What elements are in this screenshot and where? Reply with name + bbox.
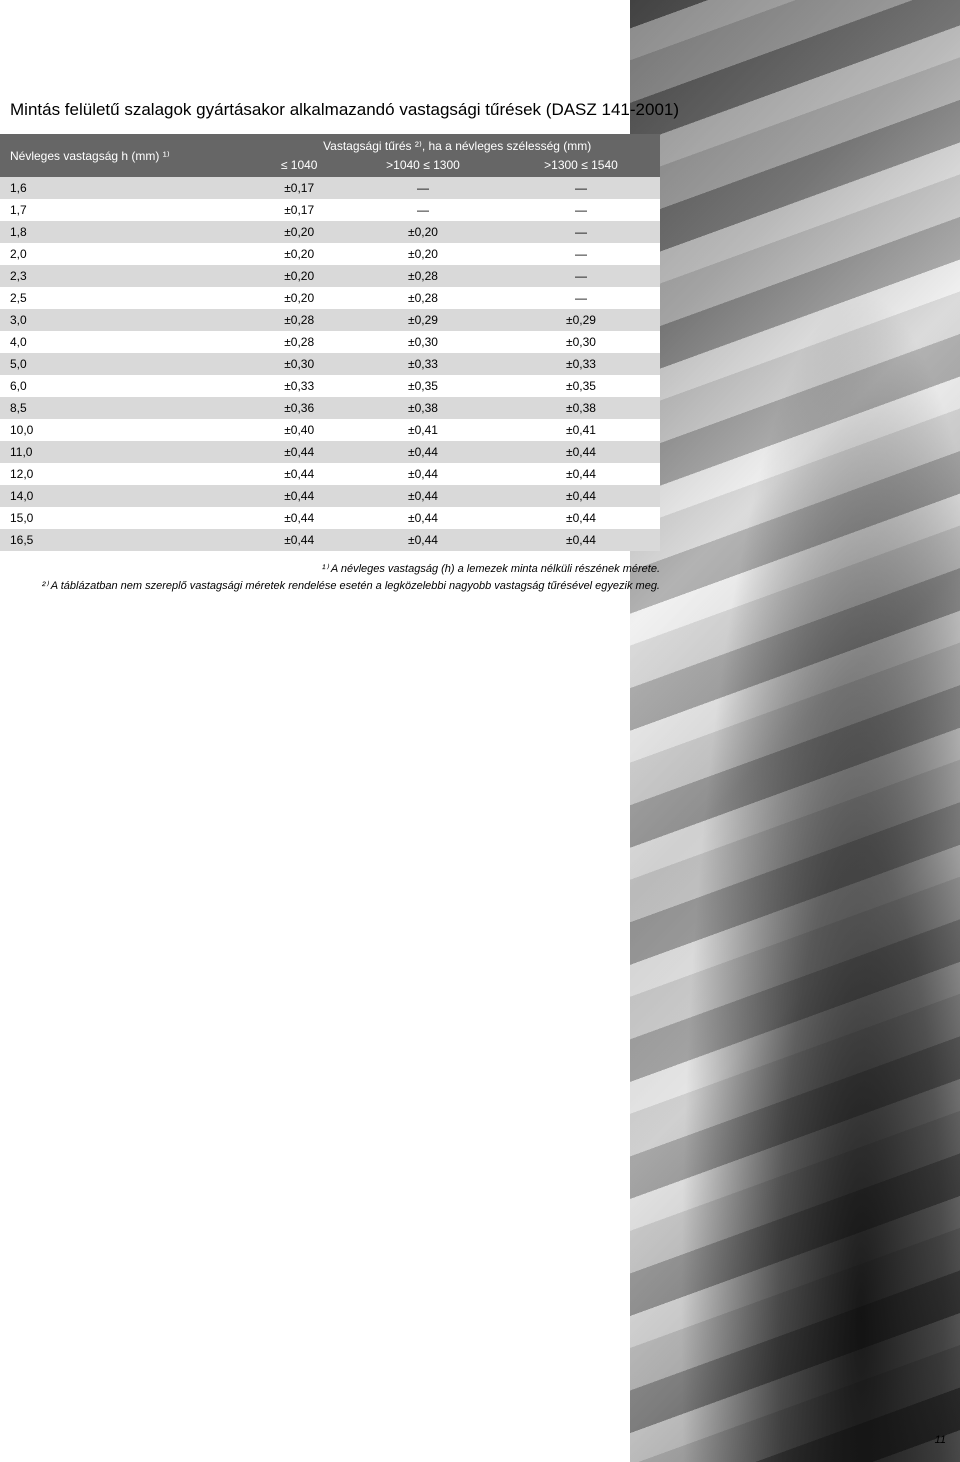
table-cell: 8,5 (0, 397, 254, 419)
page-content: Mintás felületű szalagok gyártásakor alk… (0, 0, 680, 594)
table-cell: ±0,17 (254, 177, 344, 199)
header-col-thickness: Névleges vastagság h (mm) ¹⁾ (0, 134, 254, 177)
table-row: 2,3±0,20±0,28— (0, 265, 660, 287)
header-sub-1040: ≤ 1040 (254, 158, 344, 177)
table-body: 1,6±0,17——1,7±0,17——1,8±0,20±0,20—2,0±0,… (0, 177, 660, 551)
table-cell: 14,0 (0, 485, 254, 507)
table-cell: ±0,33 (502, 353, 660, 375)
table-cell: ±0,20 (254, 265, 344, 287)
table-cell: ±0,20 (254, 243, 344, 265)
table-cell: ±0,29 (344, 309, 502, 331)
table-row: 11,0±0,44±0,44±0,44 (0, 441, 660, 463)
table-cell: ±0,44 (502, 529, 660, 551)
table-cell: — (502, 243, 660, 265)
table-cell: ±0,38 (502, 397, 660, 419)
table-row: 1,8±0,20±0,20— (0, 221, 660, 243)
table-row: 2,0±0,20±0,20— (0, 243, 660, 265)
footnote-2: ²⁾ A táblázatban nem szereplő vastagsági… (10, 578, 660, 595)
table-row: 15,0±0,44±0,44±0,44 (0, 507, 660, 529)
table-cell: ±0,28 (344, 265, 502, 287)
table-row: 3,0±0,28±0,29±0,29 (0, 309, 660, 331)
table-cell: — (502, 287, 660, 309)
table-row: 8,5±0,36±0,38±0,38 (0, 397, 660, 419)
table-cell: ±0,28 (254, 331, 344, 353)
table-cell: 15,0 (0, 507, 254, 529)
table-cell: ±0,30 (502, 331, 660, 353)
table-cell: — (502, 265, 660, 287)
table-cell: 3,0 (0, 309, 254, 331)
table-cell: ±0,44 (502, 507, 660, 529)
table-header: Névleges vastagság h (mm) ¹⁾ Vastagsági … (0, 134, 660, 177)
table-cell: — (344, 199, 502, 221)
table-title: Mintás felületű szalagok gyártásakor alk… (10, 100, 680, 120)
table-cell: ±0,35 (344, 375, 502, 397)
table-row: 4,0±0,28±0,30±0,30 (0, 331, 660, 353)
footnotes: ¹⁾ A névleges vastagság (h) a lemezek mi… (10, 561, 660, 594)
table-cell: 4,0 (0, 331, 254, 353)
table-cell: ±0,44 (502, 463, 660, 485)
table-cell: ±0,36 (254, 397, 344, 419)
table-cell: ±0,44 (502, 485, 660, 507)
table-row: 2,5±0,20±0,28— (0, 287, 660, 309)
table-row: 6,0±0,33±0,35±0,35 (0, 375, 660, 397)
table-cell: 2,5 (0, 287, 254, 309)
table-cell: 2,3 (0, 265, 254, 287)
table-row: 14,0±0,44±0,44±0,44 (0, 485, 660, 507)
table-cell: ±0,20 (254, 287, 344, 309)
table-cell: ±0,20 (254, 221, 344, 243)
table-cell: ±0,40 (254, 419, 344, 441)
table-cell: ±0,44 (344, 485, 502, 507)
table-cell: — (502, 177, 660, 199)
table-cell: ±0,44 (344, 507, 502, 529)
table-cell: 1,7 (0, 199, 254, 221)
table-cell: 5,0 (0, 353, 254, 375)
table-cell: ±0,41 (502, 419, 660, 441)
table-cell: ±0,44 (254, 507, 344, 529)
table-row: 10,0±0,40±0,41±0,41 (0, 419, 660, 441)
table-row: 1,7±0,17—— (0, 199, 660, 221)
table-cell: ±0,20 (344, 221, 502, 243)
table-cell: ±0,44 (344, 463, 502, 485)
table-cell: 12,0 (0, 463, 254, 485)
table-cell: ±0,44 (254, 529, 344, 551)
table-cell: ±0,38 (344, 397, 502, 419)
table-row: 12,0±0,44±0,44±0,44 (0, 463, 660, 485)
table-cell: ±0,44 (344, 529, 502, 551)
table-cell: ±0,33 (344, 353, 502, 375)
table-cell: ±0,30 (254, 353, 344, 375)
table-cell: 16,5 (0, 529, 254, 551)
table-cell: ±0,44 (502, 441, 660, 463)
footnote-1: ¹⁾ A névleges vastagság (h) a lemezek mi… (10, 561, 660, 578)
table-cell: ±0,44 (344, 441, 502, 463)
header-col-tolerance-span: Vastagsági tűrés ²⁾, ha a névleges széle… (254, 134, 660, 158)
table-cell: ±0,28 (344, 287, 502, 309)
table-cell: 6,0 (0, 375, 254, 397)
table-cell: — (502, 199, 660, 221)
table-cell: ±0,44 (254, 463, 344, 485)
table-cell: ±0,29 (502, 309, 660, 331)
table-cell: 1,6 (0, 177, 254, 199)
table-cell: 10,0 (0, 419, 254, 441)
table-cell: 1,8 (0, 221, 254, 243)
table-cell: ±0,35 (502, 375, 660, 397)
table-cell: 2,0 (0, 243, 254, 265)
table-row: 16,5±0,44±0,44±0,44 (0, 529, 660, 551)
table-cell: ±0,44 (254, 441, 344, 463)
header-sub-1300: >1040 ≤ 1300 (344, 158, 502, 177)
tolerance-table: Névleges vastagság h (mm) ¹⁾ Vastagsági … (0, 134, 660, 551)
table-cell: ±0,17 (254, 199, 344, 221)
table-cell: ±0,44 (254, 485, 344, 507)
table-cell: ±0,30 (344, 331, 502, 353)
table-cell: ±0,28 (254, 309, 344, 331)
table-cell: ±0,41 (344, 419, 502, 441)
page-number: 11 (935, 1434, 946, 1446)
table-cell: — (502, 221, 660, 243)
header-sub-1540: >1300 ≤ 1540 (502, 158, 660, 177)
table-cell: 11,0 (0, 441, 254, 463)
table-row: 5,0±0,30±0,33±0,33 (0, 353, 660, 375)
table-cell: ±0,33 (254, 375, 344, 397)
table-cell: ±0,20 (344, 243, 502, 265)
table-cell: — (344, 177, 502, 199)
table-row: 1,6±0,17—— (0, 177, 660, 199)
